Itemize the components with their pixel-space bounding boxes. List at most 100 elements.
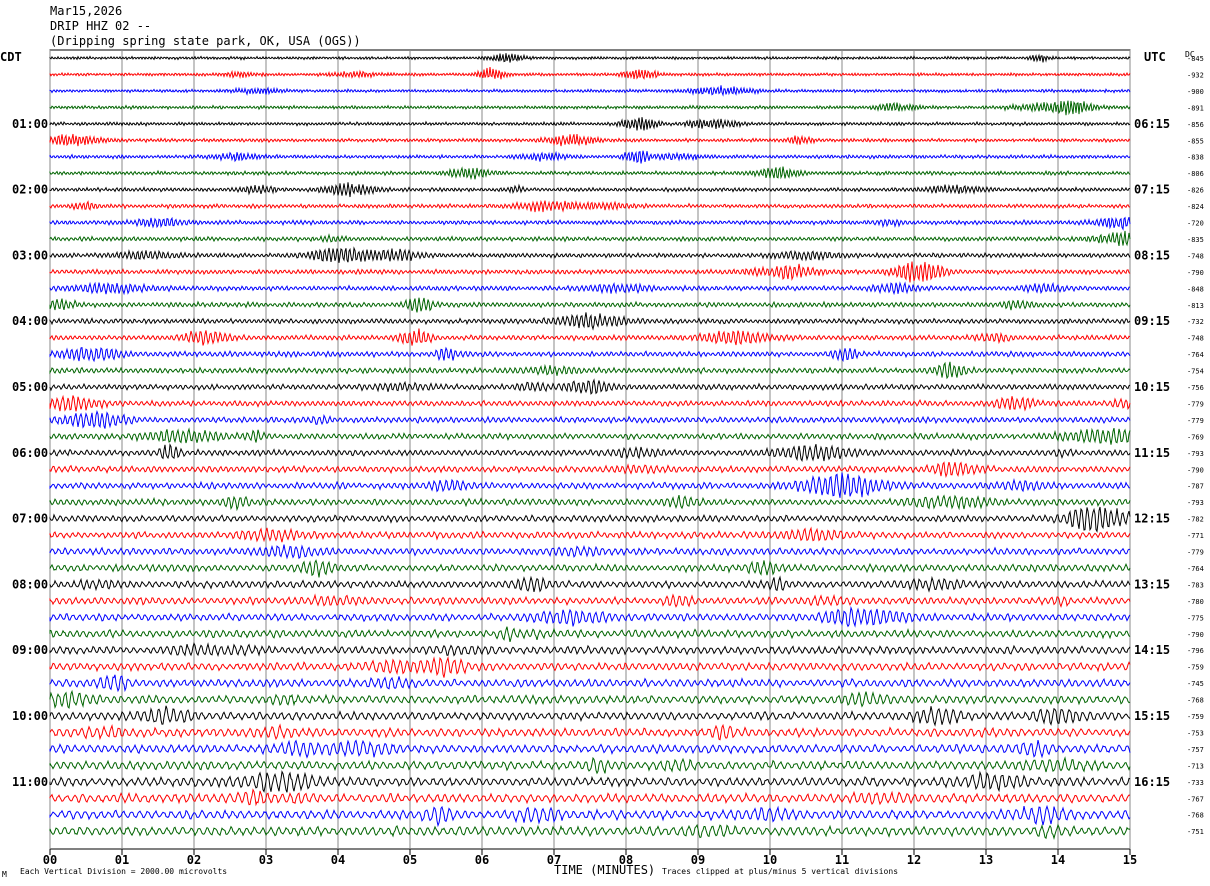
x-tick-label: 00	[43, 853, 57, 867]
seismic-trace	[49, 526, 1131, 543]
x-tick-label: 10	[763, 853, 777, 867]
seismic-trace	[49, 689, 1131, 709]
x-tick-label: 03	[259, 853, 273, 867]
dc-offset-label: -787	[1187, 483, 1204, 491]
seismic-trace	[49, 626, 1131, 643]
seismic-trace	[49, 328, 1131, 346]
utc-hour-label: 10:15	[1134, 380, 1170, 394]
dc-offset-label: -757	[1187, 746, 1204, 754]
seismic-trace	[49, 804, 1131, 828]
seismic-trace	[49, 575, 1131, 593]
dc-offset-label: -751	[1187, 828, 1204, 836]
dc-offset-label: -932	[1187, 71, 1204, 79]
dc-offset-label: -713	[1187, 762, 1204, 770]
seismic-trace	[49, 461, 1131, 478]
dc-offset-label: -806	[1187, 170, 1204, 178]
dc-offset-label: -793	[1187, 499, 1204, 507]
seismic-trace	[49, 506, 1131, 533]
cdt-hour-label: 09:00	[12, 643, 48, 657]
cdt-hour-label: 10:00	[12, 709, 48, 723]
dc-offset-label: -848	[1187, 285, 1204, 293]
cdt-hour-label: 06:00	[12, 446, 48, 460]
dc-offset-label: -779	[1187, 417, 1204, 425]
seismic-trace	[49, 216, 1131, 231]
seismic-trace	[49, 770, 1131, 793]
seismic-trace	[49, 544, 1131, 560]
utc-hour-label: 16:15	[1134, 775, 1170, 789]
seismic-trace	[49, 133, 1131, 147]
dc-offset-label: -779	[1187, 549, 1204, 557]
x-tick-label: 15	[1123, 853, 1137, 867]
x-tick-label: 12	[907, 853, 921, 867]
x-tick-label: 14	[1051, 853, 1065, 867]
dc-offset-label: -732	[1187, 318, 1204, 326]
dc-offset-label: -720	[1187, 220, 1204, 228]
cdt-hour-label: 11:00	[12, 775, 48, 789]
dc-offset-label: -793	[1187, 450, 1204, 458]
cdt-hour-label: 03:00	[12, 248, 48, 262]
dc-offset-label: -753	[1187, 729, 1204, 737]
seismic-trace	[49, 297, 1131, 313]
x-tick-label: 04	[331, 853, 345, 867]
utc-hour-label: 13:15	[1134, 577, 1170, 591]
x-tick-label: 09	[691, 853, 705, 867]
seismic-trace	[49, 230, 1131, 247]
dc-offset-label: -783	[1187, 581, 1204, 589]
seismic-trace	[49, 312, 1131, 331]
dc-offset-label: -779	[1187, 400, 1204, 408]
dc-offset-label: -745	[1187, 680, 1204, 688]
seismic-trace	[49, 443, 1131, 463]
cdt-hour-label: 05:00	[12, 380, 48, 394]
dc-offset-label: -796	[1187, 647, 1204, 655]
seismic-trace	[49, 409, 1131, 429]
cdt-hour-label: 02:00	[12, 183, 48, 197]
dc-offset-label: -845	[1187, 55, 1204, 63]
seismic-trace	[49, 281, 1131, 296]
dc-offset-label: -764	[1187, 351, 1204, 359]
cdt-label: CDT	[0, 50, 22, 64]
dc-offset-label: -855	[1187, 137, 1204, 145]
utc-hour-label: 08:15	[1134, 248, 1170, 262]
cdt-hour-label: 01:00	[12, 117, 48, 131]
utc-hour-label: 09:15	[1134, 314, 1170, 328]
seismic-trace	[49, 346, 1131, 363]
seismic-trace	[49, 166, 1131, 181]
location-label: (Dripping spring state park, OK, USA (OG…	[50, 34, 361, 48]
dc-offset-label: -768	[1187, 812, 1204, 820]
seismic-traces	[49, 53, 1131, 840]
dc-offset-label: -824	[1187, 203, 1204, 211]
dc-label: DC	[1185, 50, 1195, 59]
utc-label: UTC	[1144, 50, 1166, 64]
utc-hour-label: 06:15	[1134, 117, 1170, 131]
seismic-trace	[49, 593, 1131, 608]
utc-hour-label: 15:15	[1134, 709, 1170, 723]
dc-offset-label: -771	[1187, 532, 1204, 540]
seismic-trace	[49, 559, 1131, 578]
seismic-trace	[49, 705, 1131, 727]
dc-offset-label: -835	[1187, 236, 1204, 244]
dc-offset-label: -813	[1187, 302, 1204, 310]
dc-offset-label: -733	[1187, 779, 1204, 787]
dc-offset-label: -838	[1187, 154, 1204, 162]
seismic-trace	[49, 361, 1131, 380]
scale-note: Each Vertical Division = 2000.00 microvo…	[20, 867, 228, 876]
seismic-trace	[49, 261, 1131, 283]
utc-hour-label: 12:15	[1134, 512, 1170, 526]
seismic-trace	[49, 472, 1131, 498]
dc-offset-label: -748	[1187, 335, 1204, 343]
seismic-trace	[49, 655, 1131, 678]
x-axis-title: TIME (MINUTES)	[554, 863, 656, 877]
seismic-trace	[49, 150, 1131, 164]
seismic-trace	[49, 117, 1131, 131]
dc-offset-label: -782	[1187, 516, 1204, 524]
seismic-trace	[49, 378, 1131, 395]
utc-hour-label: 14:15	[1134, 643, 1170, 657]
seismic-trace	[49, 756, 1131, 775]
seismic-trace	[49, 199, 1131, 213]
dc-offset-label: -759	[1187, 664, 1204, 672]
dc-offset-label: -764	[1187, 565, 1204, 573]
dc-offset-label: -768	[1187, 697, 1204, 705]
seismic-trace	[49, 642, 1131, 658]
seismic-trace	[49, 53, 1131, 63]
